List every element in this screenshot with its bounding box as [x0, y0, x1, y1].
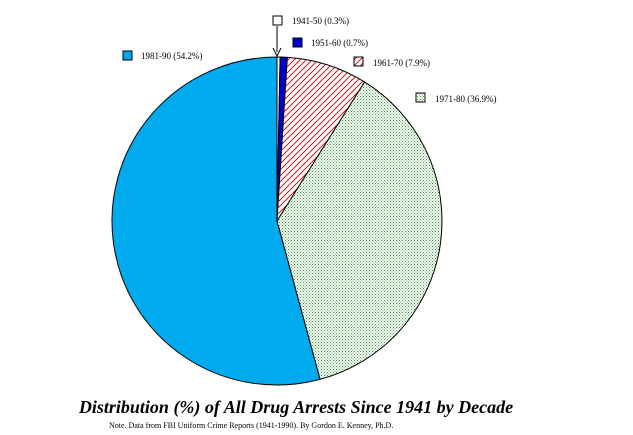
- legend-swatch-1961-70: [353, 56, 364, 67]
- chart-title: Distribution (%) of All Drug Arrests Sin…: [78, 397, 513, 418]
- legend-swatch-1951-60: [292, 37, 303, 48]
- legend-swatch-1971-80: [415, 92, 426, 103]
- chart-note: Note. Data from FBI Uniform Crime Report…: [109, 421, 393, 430]
- slice-label-1981-90: 1981-90 (54.2%): [141, 51, 203, 61]
- pie-slice-1971-80: [276, 81, 443, 380]
- leader-arrowhead: [272, 47, 282, 58]
- legend-swatch-1941-50: [272, 15, 283, 26]
- slice-label-1941-50: 1941-50 (0.3%): [292, 16, 349, 26]
- slice-label-1961-70: 1961-70 (7.9%): [373, 58, 430, 68]
- slice-label-1951-60: 1951-60 (0.7%): [311, 38, 368, 48]
- legend-swatch-1981-90: [122, 50, 133, 61]
- pie-slice-1981-90: [111, 56, 321, 386]
- slice-label-1971-80: 1971-80 (36.9%): [435, 94, 497, 104]
